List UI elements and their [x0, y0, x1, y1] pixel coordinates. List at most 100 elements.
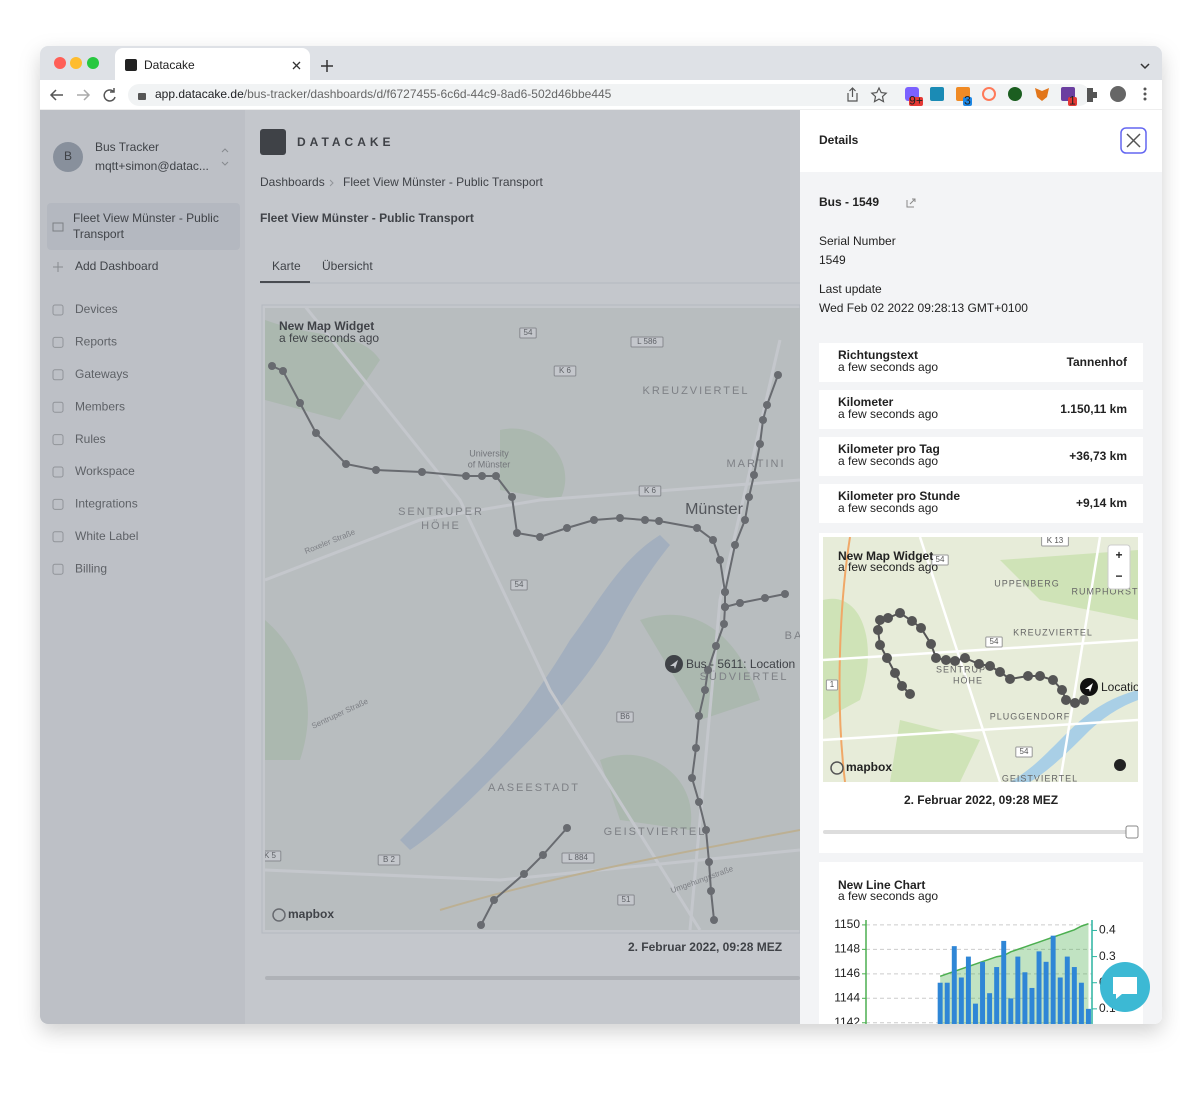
active-dashboard[interactable]	[47, 203, 240, 250]
bar	[1078, 982, 1084, 1024]
map-label: K 6	[559, 366, 572, 375]
stop	[702, 826, 710, 834]
stop	[897, 681, 907, 691]
nav-icon	[52, 563, 64, 575]
map-label: AASEESTADT	[488, 782, 580, 794]
stop	[895, 608, 905, 618]
road-shield	[553, 365, 577, 377]
share[interactable]	[847, 87, 858, 102]
stop	[704, 666, 712, 674]
bar	[937, 982, 943, 1024]
stop	[759, 416, 767, 424]
nav-icon	[52, 369, 64, 381]
map-timestamp: 2. Februar 2022, 09:28 MEZ	[904, 793, 1058, 807]
close-dot[interactable]	[54, 57, 66, 69]
map-label: KREUZVIERTEL	[643, 385, 750, 397]
bar	[1050, 935, 1056, 1024]
stop	[883, 613, 893, 623]
map-label: GEISTVIERTEL	[1002, 773, 1078, 783]
stop	[520, 870, 528, 878]
stop	[756, 440, 764, 448]
tab[interactable]: Übersicht	[322, 259, 373, 273]
modal-overlay[interactable]	[40, 110, 800, 1024]
min-dot[interactable]	[70, 57, 82, 69]
stop	[761, 594, 769, 602]
tab-close[interactable]	[292, 61, 301, 70]
nav-item[interactable]: Rules	[75, 432, 106, 446]
bar	[1064, 956, 1070, 1024]
zoom-in[interactable]: +	[1115, 548, 1122, 562]
time-slider[interactable]	[823, 830, 1138, 834]
stop	[875, 615, 885, 625]
bookmark[interactable]	[870, 86, 888, 103]
bar	[980, 961, 986, 1024]
add-dashboard[interactable]: Add Dashboard	[75, 259, 158, 273]
tab-menu[interactable]	[1140, 63, 1150, 70]
last-update-value: Wed Feb 02 2022 09:28:13 GMT+0100	[819, 301, 1028, 315]
map[interactable]: 54 K 13 UPPENBERG RUMPHORST KREUZVIERTEL 54 SE…	[823, 536, 1146, 783]
extension[interactable]	[1008, 87, 1022, 101]
nav-item[interactable]: Billing	[75, 561, 107, 575]
map-bg	[265, 308, 800, 930]
profile[interactable]	[1110, 86, 1126, 102]
workspace-name[interactable]: Bus Tracker	[95, 140, 159, 154]
nav-item[interactable]: Reports	[75, 335, 117, 349]
extensions-menu[interactable]	[1087, 88, 1097, 102]
menu-dot[interactable]	[1143, 87, 1147, 91]
stop	[736, 599, 744, 607]
road-shield	[617, 894, 635, 906]
nav-icon	[52, 304, 64, 316]
stop	[781, 590, 789, 598]
extension[interactable]	[982, 87, 996, 101]
nav-item[interactable]: Integrations	[75, 497, 138, 511]
map-label: 54	[936, 555, 945, 564]
route	[268, 362, 789, 929]
stop	[688, 774, 696, 782]
max-dot[interactable]	[87, 57, 99, 69]
road-shield	[561, 852, 595, 864]
tab-title: Datacake	[144, 58, 195, 72]
menu-dot	[1143, 92, 1147, 96]
new-tab[interactable]	[321, 60, 333, 72]
back[interactable]	[49, 89, 63, 101]
nav-item[interactable]: Members	[75, 399, 125, 413]
dashboard-line: Fleet View Münster - Public	[73, 211, 219, 225]
nav-item[interactable]: White Label	[75, 529, 138, 543]
stop	[750, 471, 758, 479]
zoom-out[interactable]: −	[1115, 569, 1122, 583]
serial-label: Serial Number	[819, 234, 896, 248]
stop	[974, 659, 984, 669]
nav-item[interactable]: Devices	[75, 302, 118, 316]
forward[interactable]	[77, 89, 91, 101]
extension[interactable]	[1035, 88, 1049, 101]
map-label: K 13	[1047, 536, 1064, 545]
icon	[53, 262, 63, 272]
stop	[268, 362, 276, 370]
bar	[944, 982, 950, 1024]
reload[interactable]	[103, 88, 116, 102]
breadcrumb[interactable]: Fleet View Münster - Public Transport	[343, 175, 544, 189]
metric-updated: a few seconds ago	[838, 501, 938, 515]
tab[interactable]: Karte	[272, 259, 301, 273]
nav-item[interactable]: Workspace	[75, 464, 135, 478]
extension[interactable]	[930, 87, 944, 101]
slider-handle[interactable]	[1125, 825, 1139, 839]
info[interactable]	[1114, 759, 1126, 771]
stop	[707, 887, 715, 895]
time-slider[interactable]	[265, 976, 800, 980]
menu-dot	[1143, 97, 1147, 101]
map-label: L 586	[637, 337, 657, 346]
avatar	[53, 142, 83, 172]
nav-item[interactable]: Gateways	[75, 367, 128, 381]
tab[interactable]	[115, 48, 310, 80]
attribution: mapbox	[288, 907, 334, 921]
stop	[763, 401, 771, 409]
stop	[462, 472, 470, 480]
switcher[interactable]	[221, 148, 229, 166]
breadcrumb[interactable]: Dashboards	[260, 175, 325, 189]
external-link[interactable]	[906, 198, 916, 208]
river	[1010, 690, 1138, 782]
chart-title: New Line Chart	[838, 878, 925, 892]
